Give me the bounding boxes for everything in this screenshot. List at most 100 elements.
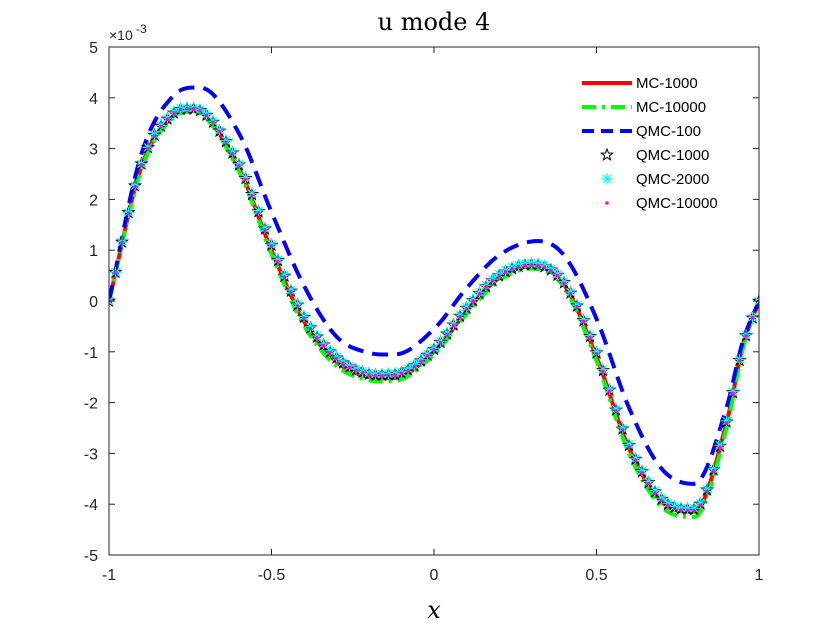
- series-group: [109, 85, 759, 519]
- dot-marker: [516, 264, 521, 269]
- dot-marker: [555, 273, 560, 278]
- asterisk-marker: [617, 422, 628, 434]
- y-tick-label: -4: [84, 497, 98, 514]
- dot-marker: [711, 469, 716, 473]
- asterisk-marker: [233, 158, 245, 170]
- dot-marker: [217, 129, 222, 134]
- dot-marker: [562, 281, 566, 286]
- dot-marker: [666, 503, 670, 508]
- dot-marker: [718, 445, 722, 450]
- dot-marker: [490, 278, 495, 283]
- dot-marker: [295, 304, 300, 308]
- dot-marker: [276, 259, 280, 264]
- asterisk-marker: [227, 146, 238, 158]
- y-tick-label: -5: [84, 548, 98, 565]
- y-tick-label: 0: [89, 294, 98, 311]
- series-layer: [109, 85, 759, 519]
- dot-marker: [750, 316, 755, 320]
- dot-marker: [594, 352, 599, 356]
- dot-marker: [633, 458, 638, 463]
- dot-marker: [328, 350, 332, 355]
- dot-marker: [367, 372, 371, 377]
- dot-marker: [568, 291, 573, 296]
- x-tick-label: 0.5: [585, 567, 607, 584]
- dot-marker: [204, 113, 209, 118]
- asterisk-marker: [311, 330, 323, 342]
- dot-marker: [133, 184, 137, 189]
- dot-marker: [724, 421, 729, 425]
- dot-marker: [458, 314, 462, 319]
- x-axis-label: x: [427, 596, 441, 624]
- dot-marker: [523, 263, 527, 268]
- legend-label-qmc-2000: QMC-2000: [636, 171, 709, 188]
- dot-marker: [640, 470, 644, 475]
- dot-marker: [471, 299, 475, 303]
- dot-marker: [646, 481, 651, 486]
- dot-marker: [250, 193, 254, 198]
- dot-marker: [451, 323, 456, 328]
- dot-marker: [737, 358, 742, 363]
- x-tick-label: -1: [102, 567, 116, 584]
- asterisk-marker: [643, 476, 654, 488]
- asterisk-marker: [305, 321, 316, 333]
- dot-marker: [263, 228, 267, 232]
- x-tick-label: 0: [430, 567, 439, 584]
- dot-marker: [503, 269, 508, 274]
- legend-label-qmc-100: QMC-100: [636, 123, 701, 140]
- chart-title: u mode 4: [378, 8, 491, 36]
- dot-marker: [237, 164, 241, 168]
- dot-marker: [347, 365, 352, 370]
- legend-label-qmc-1000: QMC-1000: [636, 147, 709, 164]
- asterisk-marker: [630, 452, 641, 464]
- dot-marker: [178, 107, 183, 112]
- dot-marker: [659, 498, 664, 502]
- dot-marker: [126, 211, 131, 216]
- y-tick-label: -3: [84, 446, 98, 463]
- legend: MC-1000 MC-10000 QMC-100 QMC-1000 QMC-2000 QM…: [582, 75, 718, 212]
- dot-marker: [419, 359, 423, 364]
- dot-marker: [224, 140, 228, 145]
- dot-marker: [165, 117, 170, 121]
- dot-marker: [588, 335, 592, 340]
- dot-marker: [243, 177, 248, 182]
- asterisk-marker: [623, 438, 635, 450]
- dot-marker: [152, 134, 157, 138]
- y-scale-exponent: -3: [136, 22, 147, 36]
- x-tick-label: -0.5: [258, 567, 286, 584]
- dot-marker: [607, 389, 612, 393]
- dot-marker: [139, 163, 144, 167]
- series-line-mc-10000: [109, 109, 759, 519]
- star-marker: [109, 293, 117, 308]
- asterisk-marker: [636, 465, 648, 477]
- dot-marker: [614, 409, 618, 413]
- x-tick-label: 1: [755, 567, 764, 584]
- dot-marker: [113, 270, 118, 275]
- dot-marker: [172, 111, 176, 115]
- dot-marker: [185, 106, 189, 111]
- legend-label-mc-1000: MC-1000: [636, 75, 698, 92]
- dot-marker: [698, 503, 703, 507]
- dot-marker: [393, 373, 397, 377]
- dot-marker: [510, 266, 514, 271]
- asterisk-marker: [591, 346, 602, 358]
- asterisk-marker: [272, 254, 284, 266]
- dot-marker: [321, 343, 326, 348]
- series-markers-qmc-10000: [109, 106, 759, 513]
- series-line-qmc-100: [109, 85, 759, 486]
- dot-marker: [191, 107, 196, 111]
- dot-marker: [386, 373, 391, 378]
- dot-marker: [399, 371, 404, 376]
- dot-marker: [425, 353, 430, 358]
- dot-marker: [542, 265, 547, 269]
- dot-marker: [445, 332, 449, 337]
- asterisk-marker: [259, 222, 271, 234]
- asterisk-marker: [721, 415, 732, 427]
- dot-marker: [334, 356, 339, 361]
- asterisk-marker: [532, 257, 544, 269]
- dot-marker: [282, 275, 287, 279]
- y-scale-base: ×10: [109, 27, 133, 43]
- dot-marker: [406, 368, 410, 373]
- dot-marker: [432, 347, 436, 352]
- dot-marker: [672, 506, 677, 511]
